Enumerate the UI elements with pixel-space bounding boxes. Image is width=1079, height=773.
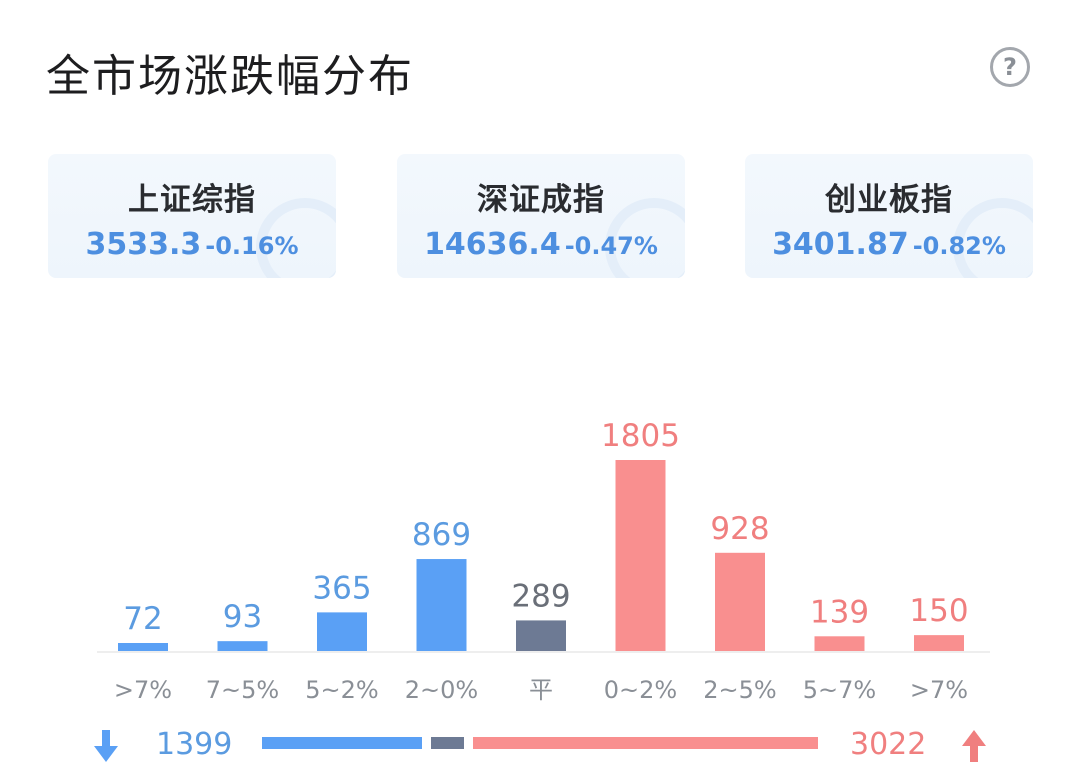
help-icon[interactable]: ? [990, 47, 1030, 87]
index-change: -0.47% [564, 232, 658, 260]
index-name: 深证成指 [477, 182, 605, 218]
bar [715, 552, 765, 651]
bar [217, 641, 268, 651]
index-value: 3401.87 [772, 227, 909, 262]
bar [416, 559, 467, 651]
bar [317, 612, 367, 651]
bar-value-label: 139 [810, 594, 869, 630]
up-count: 3022 [850, 727, 927, 762]
bar-value-label: 72 [123, 601, 162, 637]
index-value: 3533.3 [85, 227, 202, 262]
x-tick-label: 2~5% [703, 676, 776, 704]
x-tick-label: 7~5% [206, 676, 279, 704]
flat-proportion-bar [430, 737, 464, 749]
down-count: 1399 [156, 727, 233, 762]
bar [814, 636, 865, 651]
page-title: 全市场涨跌幅分布 [46, 51, 414, 102]
x-tick-label: >7% [910, 676, 968, 704]
index-name: 上证综指 [128, 182, 256, 218]
index-card-sz[interactable]: 深证成指 14636.4 -0.47% [397, 154, 685, 278]
x-tick-label: 2~0% [405, 676, 478, 704]
index-change: -0.16% [205, 232, 299, 260]
index-change: -0.82% [912, 232, 1006, 260]
x-tick-label: >7% [114, 676, 172, 704]
bar-value-label: 928 [710, 511, 769, 547]
bar [914, 635, 964, 651]
index-card-sh[interactable]: 上证综指 3533.3 -0.16% [48, 154, 336, 278]
bar [118, 643, 168, 651]
index-value: 14636.4 [424, 227, 561, 262]
x-tick-label: 5~2% [305, 676, 378, 704]
arrow-down-icon [94, 730, 118, 762]
distribution-bar-chart: 72 >7% 93 7~5% 365 5~2% 869 2~0% 289 平 1805 0~2% 928… [97, 418, 990, 704]
bar-value-label: 93 [223, 599, 262, 635]
card-watermark-icon [256, 198, 336, 278]
down-proportion-bar [262, 737, 422, 749]
card-watermark-icon [953, 198, 1033, 278]
x-tick-label: 5~7% [803, 676, 876, 704]
bar [615, 460, 666, 651]
card-watermark-icon [605, 198, 685, 278]
index-card-cyb[interactable]: 创业板指 3401.87 -0.82% [745, 154, 1033, 278]
bar-value-label: 150 [909, 593, 968, 629]
arrow-up-icon [962, 730, 986, 762]
bar-value-label: 289 [511, 578, 570, 614]
bar-value-label: 1805 [601, 418, 680, 454]
bar-value-label: 869 [412, 517, 471, 553]
bar [516, 620, 566, 651]
up-proportion-bar [472, 737, 818, 749]
index-name: 创业板指 [825, 182, 953, 218]
x-tick-label: 平 [529, 676, 553, 704]
x-tick-label: 0~2% [604, 676, 677, 704]
bar-value-label: 365 [312, 570, 371, 606]
